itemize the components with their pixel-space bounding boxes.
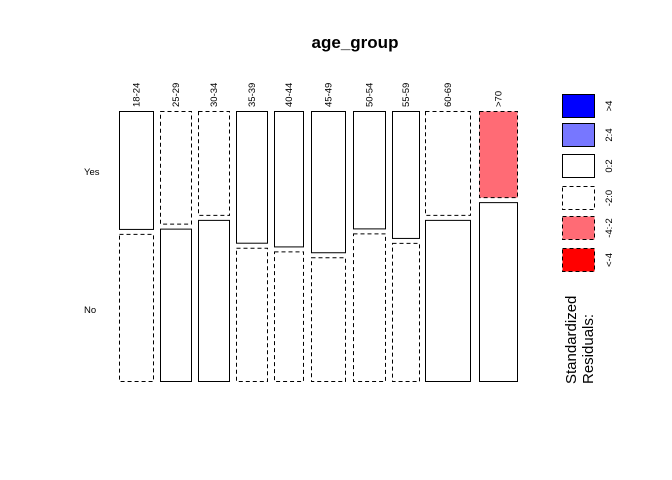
tile-no-25-29	[160, 228, 192, 382]
legend-label-<-4: <-4	[604, 253, 615, 267]
legend-swatch-2:4	[562, 123, 595, 147]
tile-yes-25-29	[160, 111, 192, 225]
legend-swatch-0:2	[562, 154, 595, 178]
tile-no-45-49	[311, 257, 346, 382]
tile-yes->70	[479, 111, 518, 199]
legend-title-line2: Residuals:	[580, 314, 597, 384]
tile-no-18-24	[119, 233, 154, 382]
column-label-25-29: 25-29	[171, 83, 182, 107]
column-label-45-49: 45-49	[324, 83, 335, 107]
tile-yes-30-34	[198, 111, 230, 216]
tile-yes-40-44	[274, 111, 304, 248]
tile-yes-50-54	[353, 111, 386, 230]
legend-swatch--2:0	[562, 186, 595, 210]
tile-yes-35-39	[236, 111, 268, 244]
tile-yes-55-59	[392, 111, 420, 239]
tile-no->70	[479, 202, 518, 382]
tile-no-60-69	[425, 219, 471, 382]
legend-swatch-<-4	[562, 248, 595, 272]
tile-yes-45-49	[311, 111, 346, 254]
tile-no-35-39	[236, 247, 268, 382]
column-label-35-39: 35-39	[247, 83, 258, 107]
legend-title-line1: Standardized	[563, 296, 580, 384]
chart-title: age_group	[312, 33, 399, 52]
column-label->70: >70	[494, 91, 505, 107]
column-label-60-69: 60-69	[443, 83, 454, 107]
legend-label->4: >4	[604, 101, 615, 112]
tile-yes-60-69	[425, 111, 471, 216]
legend-swatch->4	[562, 94, 595, 118]
residual-legend: >4 2:4 0:2 -2:0 -4:-2 <-4	[562, 94, 615, 272]
tile-no-30-34	[198, 219, 230, 382]
row-label-no: No	[84, 305, 96, 316]
legend-label-0:2: 0:2	[604, 159, 615, 172]
tile-no-50-54	[353, 233, 386, 382]
legend-swatch--4:-2	[562, 216, 595, 240]
column-label-30-34: 30-34	[209, 83, 220, 107]
column-label-55-59: 55-59	[401, 83, 412, 107]
row-label-yes: Yes	[84, 167, 100, 178]
column-label-40-44: 40-44	[284, 83, 295, 107]
legend-label-2:4: 2:4	[604, 128, 615, 141]
tile-yes-18-24	[119, 111, 154, 230]
legend-label--4:-2: -4:-2	[604, 218, 615, 238]
legend-label--2:0: -2:0	[604, 190, 615, 206]
tile-no-40-44	[274, 251, 304, 382]
column-label-50-54: 50-54	[365, 83, 376, 107]
tile-no-55-59	[392, 242, 420, 382]
mosaic-tiles: 18-24 25-29 30-34 35-39 40-44 45-49 50-54 55-59…	[119, 83, 518, 382]
column-label-18-24: 18-24	[132, 83, 143, 107]
